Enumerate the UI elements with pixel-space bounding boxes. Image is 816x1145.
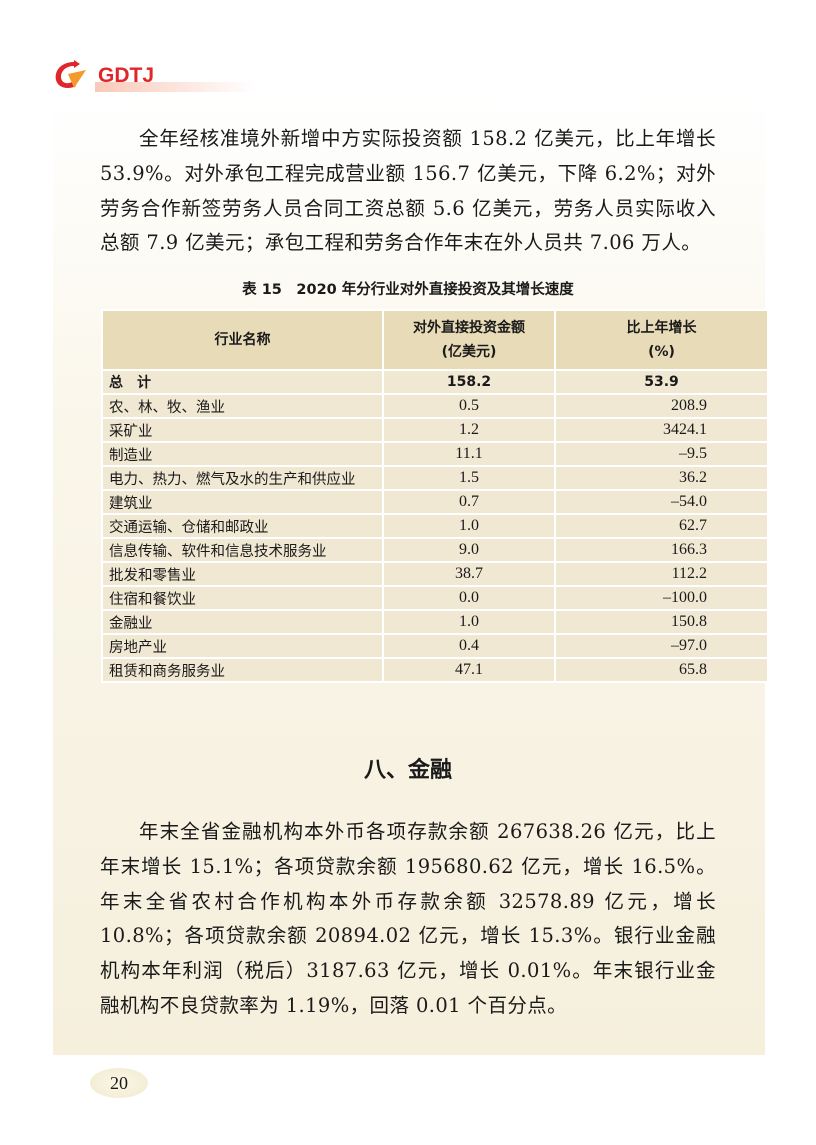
finance-paragraph: 年末全省金融机构本外币各项存款余额 267638.26 亿元，比上年末增长 15… (100, 815, 716, 1024)
amount-cell: 158.2 (382, 369, 556, 395)
table-row: 制造业 11.1 –9.5 (101, 441, 769, 467)
amount-cell: 1.0 (382, 609, 556, 635)
header-growth: 比上年增长 (%) (554, 309, 769, 371)
header-industry: 行业名称 (101, 309, 384, 371)
industry-cell: 金融业 (101, 609, 384, 635)
growth-cell: –54.0 (554, 489, 769, 515)
growth-cell: 150.8 (554, 609, 769, 635)
table-title: 表 15 2020 年分行业对外直接投资及其增长速度 (242, 282, 574, 298)
section-heading: 八、金融 (363, 758, 452, 783)
logo-bar (95, 82, 255, 92)
table-row: 交通运输、仓储和邮政业 1.0 62.7 (101, 513, 769, 539)
growth-cell: 36.2 (554, 465, 769, 491)
growth-cell: –97.0 (554, 633, 769, 659)
amount-cell: 0.0 (382, 585, 556, 611)
industry-cell: 住宿和餐饮业 (101, 585, 384, 611)
table-row: 批发和零售业 38.7 112.2 (101, 561, 769, 587)
intro-paragraph: 全年经核准境外新增中方实际投资额 158.2 亿美元，比上年增长 53.9%。对… (100, 122, 716, 261)
amount-cell: 1.5 (382, 465, 556, 491)
amount-cell: 9.0 (382, 537, 556, 563)
table-row: 金融业 1.0 150.8 (101, 609, 769, 635)
industry-cell: 信息传输、软件和信息技术服务业 (101, 537, 384, 563)
table-row: 农、林、牧、渔业 0.5 208.9 (101, 393, 769, 419)
industry-cell: 批发和零售业 (101, 561, 384, 587)
industry-cell: 交通运输、仓储和邮政业 (101, 513, 384, 539)
amount-cell: 1.0 (382, 513, 556, 539)
industry-cell: 制造业 (101, 441, 384, 467)
amount-cell: 0.4 (382, 633, 556, 659)
table-row-total: 总计 158.2 53.9 (101, 369, 769, 395)
industry-cell: 建筑业 (101, 489, 384, 515)
industry-cell: 农、林、牧、渔业 (101, 393, 384, 419)
growth-cell: 65.8 (554, 657, 769, 683)
table-row: 房地产业 0.4 –97.0 (101, 633, 769, 659)
amount-cell: 0.5 (382, 393, 556, 419)
industry-cell: 电力、热力、燃气及水的生产和供应业 (101, 465, 384, 491)
industry-cell: 总计 (101, 369, 384, 395)
table-row: 信息传输、软件和信息技术服务业 9.0 166.3 (101, 537, 769, 563)
page-number: 20 (90, 1068, 148, 1098)
industry-cell: 房地产业 (101, 633, 384, 659)
amount-cell: 38.7 (382, 561, 556, 587)
growth-cell: –9.5 (554, 441, 769, 467)
growth-cell: 166.3 (554, 537, 769, 563)
investment-table: 行业名称 对外直接投资金额 (亿美元) 比上年增长 (%) 总计 158.2 53.… (101, 309, 769, 683)
header-amount: 对外直接投资金额 (亿美元) (382, 309, 556, 371)
finance-text: 年末全省金融机构本外币各项存款余额 267638.26 亿元，比上年末增长 15… (100, 820, 716, 1017)
table-row: 租赁和商务服务业 47.1 65.8 (101, 657, 769, 683)
growth-cell: 62.7 (554, 513, 769, 539)
growth-cell: 3424.1 (554, 417, 769, 443)
table-row: 电力、热力、燃气及水的生产和供应业 1.5 36.2 (101, 465, 769, 491)
amount-cell: 1.2 (382, 417, 556, 443)
table-header-row: 行业名称 对外直接投资金额 (亿美元) 比上年增长 (%) (101, 309, 769, 371)
amount-cell: 47.1 (382, 657, 556, 683)
growth-cell: 208.9 (554, 393, 769, 419)
industry-cell: 租赁和商务服务业 (101, 657, 384, 683)
gdtj-logo-icon (55, 60, 86, 88)
intro-text: 全年经核准境外新增中方实际投资额 158.2 亿美元，比上年增长 53.9%。对… (100, 127, 716, 255)
amount-cell: 0.7 (382, 489, 556, 515)
logo-text: GDTJ (98, 64, 155, 87)
growth-cell: –100.0 (554, 585, 769, 611)
amount-cell: 11.1 (382, 441, 556, 467)
industry-cell: 采矿业 (101, 417, 384, 443)
growth-cell: 53.9 (554, 369, 769, 395)
table-row: 采矿业 1.2 3424.1 (101, 417, 769, 443)
table-row: 建筑业 0.7 –54.0 (101, 489, 769, 515)
table-row: 住宿和餐饮业 0.0 –100.0 (101, 585, 769, 611)
growth-cell: 112.2 (554, 561, 769, 587)
